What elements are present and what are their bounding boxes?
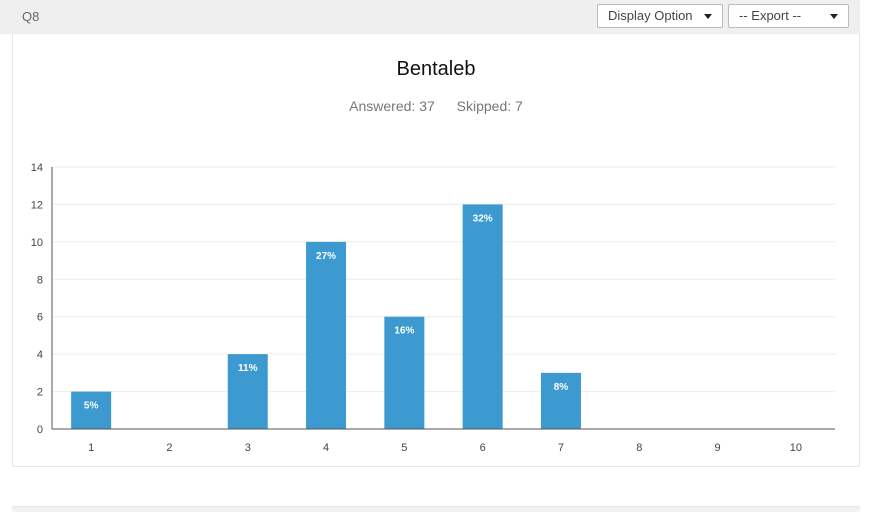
- data-label: 32%: [473, 213, 493, 224]
- x-tick-label: 8: [636, 442, 642, 454]
- x-tick-label: 6: [480, 442, 486, 454]
- y-tick-label: 8: [37, 274, 43, 286]
- x-tick-label: 4: [323, 442, 329, 454]
- y-tick-label: 6: [37, 312, 43, 324]
- x-tick-label: 2: [166, 442, 172, 454]
- bar: [227, 354, 268, 429]
- x-tick-label: 9: [714, 442, 720, 454]
- y-tick-label: 2: [37, 387, 43, 399]
- chart-title: Bentaleb: [396, 58, 476, 80]
- export-dropdown[interactable]: -- Export --: [728, 4, 849, 28]
- display-option-label: Display Option: [608, 8, 693, 23]
- data-label: 16%: [394, 326, 414, 337]
- next-card-edge: [12, 506, 860, 512]
- chart-card: Bentaleb Answered: 37 Skipped: 7 0 2 4 6 8 10…: [12, 34, 860, 467]
- data-label: 8%: [554, 382, 569, 393]
- data-label: 27%: [316, 251, 336, 262]
- y-tick-label: 0: [37, 424, 43, 436]
- data-label: 5%: [84, 401, 99, 412]
- x-tick-label: 1: [88, 442, 94, 454]
- x-tick-label: 5: [401, 442, 407, 454]
- y-tick-label: 12: [31, 199, 43, 211]
- response-stats: Answered: 37 Skipped: 7: [13, 98, 859, 114]
- question-header: Q8 Display Option -- Export --: [0, 0, 860, 34]
- y-tick-label: 14: [31, 162, 43, 174]
- caret-down-icon: [830, 14, 838, 19]
- x-tick-label: 3: [245, 442, 251, 454]
- bar: [384, 316, 425, 429]
- answered-count: Answered: 37: [349, 98, 435, 114]
- bar: [71, 391, 112, 429]
- y-tick-label: 4: [37, 349, 43, 361]
- data-label: 11%: [238, 363, 258, 374]
- x-tick-label: 10: [790, 442, 802, 454]
- skipped-count: Skipped: 7: [456, 98, 523, 114]
- question-label: Q8: [22, 9, 40, 24]
- bar: [462, 204, 503, 429]
- caret-down-icon: [704, 14, 712, 19]
- y-tick-label: 10: [31, 237, 43, 249]
- x-tick-label: 7: [558, 442, 564, 454]
- bar: [540, 372, 581, 429]
- display-option-dropdown[interactable]: Display Option: [597, 4, 723, 28]
- bar: [306, 241, 347, 429]
- export-label: -- Export --: [739, 8, 802, 23]
